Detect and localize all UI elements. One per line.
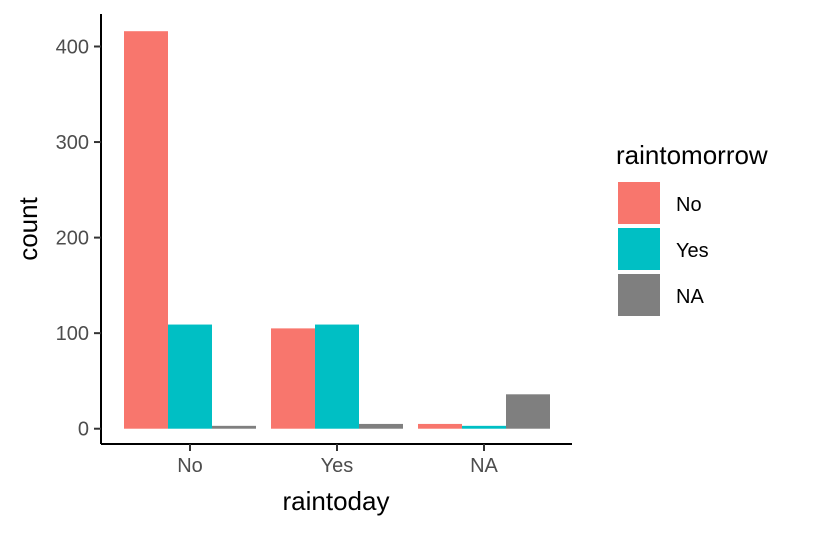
y-axis-ticks: 0 100 200 300 400 xyxy=(56,36,101,441)
x-tick-label: NA xyxy=(470,455,498,477)
bar-no-yes xyxy=(168,324,212,429)
plot-area xyxy=(124,31,550,429)
x-axis-ticks: No Yes NA xyxy=(177,444,499,477)
legend-label-no: No xyxy=(676,194,702,216)
x-axis-label: raintoday xyxy=(283,486,390,516)
bar-yes-no xyxy=(271,328,315,429)
bar-yes-yes xyxy=(315,324,359,429)
y-tick-label: 100 xyxy=(56,323,89,345)
bar-no-no xyxy=(124,31,168,429)
legend-label-yes: Yes xyxy=(676,240,709,262)
y-axis-label: count xyxy=(13,196,43,260)
y-tick-label: 0 xyxy=(78,419,89,441)
y-tick-label: 400 xyxy=(56,36,89,58)
bar-no-na xyxy=(212,425,256,429)
bar-na-yes xyxy=(462,425,506,429)
y-tick-label: 300 xyxy=(56,132,89,154)
legend-label-na: NA xyxy=(676,286,704,308)
legend-key-na xyxy=(618,274,660,316)
legend-title: raintomorrow xyxy=(616,140,768,170)
bar-na-no xyxy=(418,423,462,429)
legend: raintomorrow No Yes NA xyxy=(616,140,768,316)
y-tick-label: 200 xyxy=(56,228,89,250)
x-tick-label: No xyxy=(177,455,203,477)
legend-key-no xyxy=(618,182,660,224)
legend-key-yes xyxy=(618,228,660,270)
bar-na-na xyxy=(506,394,550,429)
bar-yes-na xyxy=(359,423,403,429)
x-tick-label: Yes xyxy=(321,455,354,477)
